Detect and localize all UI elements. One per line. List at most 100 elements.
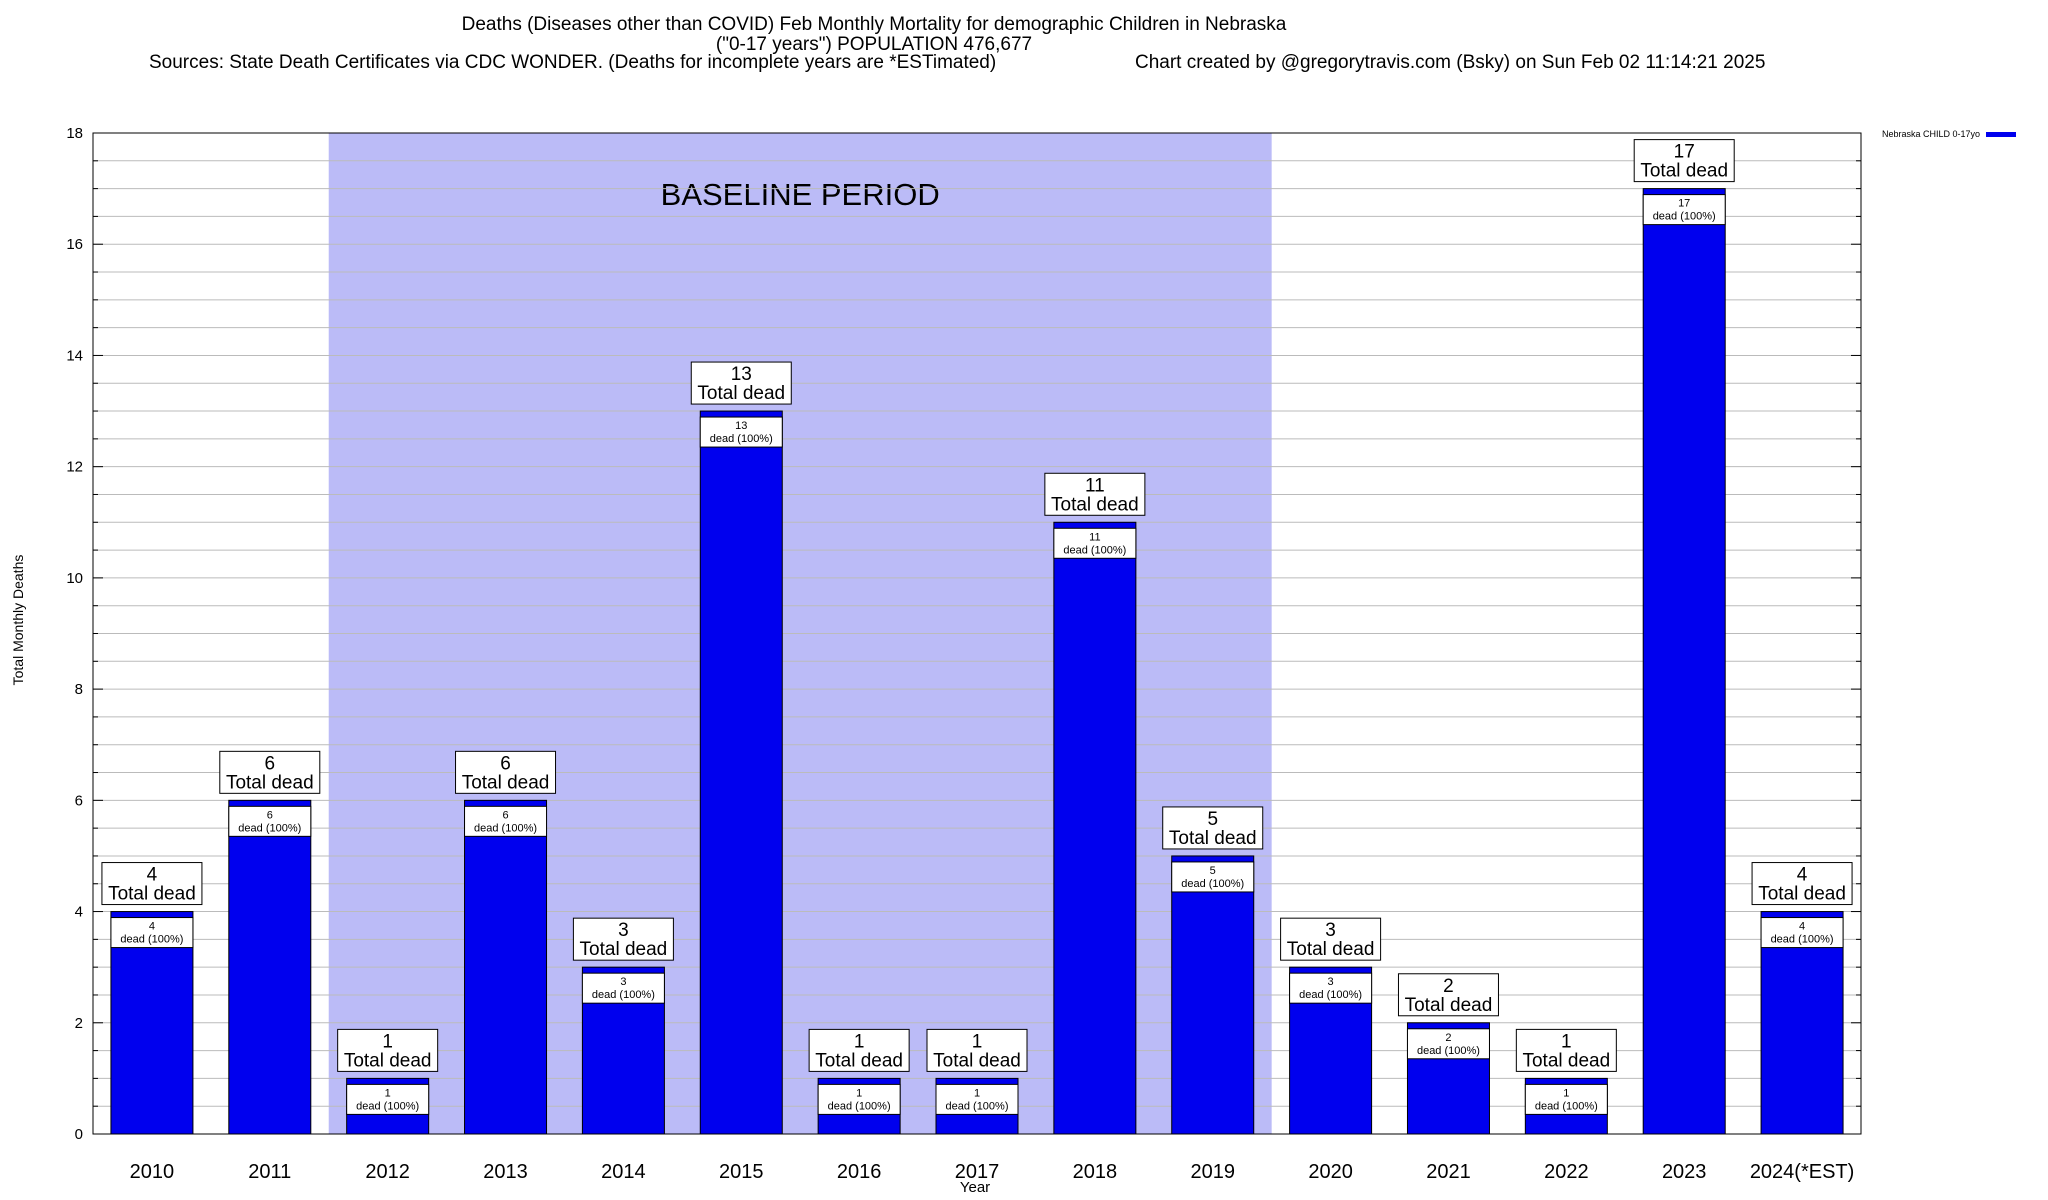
bar-inner-text: dead (100%) [946, 1100, 1009, 1112]
bar-total-value: 1 [854, 1031, 865, 1052]
bar [1171, 855, 1255, 1135]
legend-swatch [1986, 131, 2017, 137]
bar [464, 799, 548, 1135]
x-tick-label: 2011 [248, 1161, 291, 1183]
bar-inner-label-box [581, 972, 665, 1004]
x-tick-label: 2023 [1662, 1161, 1707, 1183]
bar-inner-value: 1 [856, 1087, 862, 1099]
x-tick-label: 2016 [837, 1161, 882, 1183]
source-note: Sources: State Death Certificates via CD… [149, 52, 997, 73]
legend-label: Nebraska CHILD 0-17yo [1882, 129, 1981, 139]
bar-inner-label-box [817, 1083, 901, 1115]
bar [110, 911, 194, 1135]
x-tick-label: 2022 [1544, 1161, 1589, 1183]
bar-total-value: 6 [500, 753, 511, 774]
bar-inner-label-box [935, 1083, 1019, 1115]
y-tick-label: 18 [66, 125, 83, 142]
bar-inner-label-box [1760, 917, 1844, 949]
bar-inner-value: 1 [974, 1087, 980, 1099]
bar-inner-label-box [1524, 1083, 1608, 1115]
chart-title: Deaths (Diseases other than COVID) Feb M… [461, 14, 1287, 35]
bar-inner-label-box [464, 805, 548, 837]
bar-total-text: Total dead [697, 383, 785, 404]
bar-inner-text: dead (100%) [828, 1100, 891, 1112]
x-tick-label: 2017 [955, 1161, 1000, 1183]
bar-total-value: 17 [1674, 142, 1695, 163]
bar-inner-value: 6 [267, 809, 273, 821]
bar-total-value: 3 [1325, 920, 1336, 941]
y-tick-label: 4 [75, 904, 83, 921]
bar-total-text: Total dead [462, 772, 550, 793]
bar-total-value: 4 [147, 865, 158, 886]
bar-total-label-box [1633, 139, 1735, 183]
bar-inner-text: dead (100%) [1653, 211, 1716, 223]
bar-inner-text: dead (100%) [710, 433, 773, 445]
bar-total-text: Total dead [1051, 494, 1139, 515]
x-tick-label: 2020 [1308, 1161, 1353, 1183]
bar-total-value: 2 [1443, 976, 1454, 997]
bar-inner-value: 17 [1678, 198, 1690, 210]
bar [228, 799, 312, 1135]
bar-total-label-box [808, 1028, 910, 1072]
bar-total-label-box [1515, 1028, 1617, 1072]
bar-total-text: Total dead [1522, 1050, 1610, 1071]
bar-total-label-box [1280, 917, 1382, 961]
bar-inner-value: 2 [1445, 1032, 1451, 1044]
bar-inner-value: 3 [620, 976, 626, 988]
x-tick-label: 2015 [719, 1161, 764, 1183]
bar-total-label-box [101, 862, 203, 906]
x-tick-label: 2019 [1190, 1161, 1235, 1183]
bar-total-value: 1 [972, 1031, 983, 1052]
bar-inner-label-box [346, 1083, 430, 1115]
bar-total-text: Total dead [1758, 884, 1846, 905]
bar [1053, 521, 1137, 1135]
bar-inner-text: dead (100%) [1299, 989, 1362, 1001]
y-tick-label: 6 [75, 792, 83, 809]
bar-total-label-box [455, 750, 557, 794]
x-tick-label: 2018 [1073, 1161, 1118, 1183]
bar-inner-text: dead (100%) [1181, 878, 1244, 890]
bar [699, 410, 783, 1135]
bar-inner-value: 4 [149, 921, 155, 933]
y-tick-label: 16 [66, 236, 83, 253]
bar-total-value: 11 [1085, 475, 1105, 496]
x-tick-label: 2010 [130, 1161, 175, 1183]
bar-total-value: 6 [265, 753, 276, 774]
y-tick-label: 14 [66, 347, 83, 364]
bar-inner-text: dead (100%) [120, 934, 183, 946]
bar-inner-text: dead (100%) [592, 989, 655, 1001]
x-tick-label: 2014 [601, 1161, 646, 1183]
bar-total-value: 5 [1207, 809, 1218, 830]
x-tick-label: 2012 [365, 1161, 410, 1183]
bar-total-text: Total dead [1169, 828, 1257, 849]
bar-inner-text: dead (100%) [1535, 1100, 1598, 1112]
bar-inner-label-box [1642, 194, 1726, 226]
bar-inner-text: dead (100%) [1417, 1045, 1480, 1057]
bar-inner-value: 11 [1089, 531, 1100, 543]
y-tick-label: 0 [75, 1126, 83, 1143]
bar-total-label-box [1162, 806, 1264, 850]
baseline-label: BASELINE PERIOD [661, 177, 940, 212]
bar-total-value: 4 [1797, 865, 1808, 886]
bar-total-label-box [572, 917, 674, 961]
bar-total-text: Total dead [1287, 939, 1375, 960]
bar-total-value: 13 [731, 364, 752, 385]
bar-total-value: 1 [1561, 1031, 1572, 1052]
bar-inner-label-box [1406, 1028, 1490, 1060]
bar-inner-text: dead (100%) [1063, 544, 1126, 556]
bar-total-label-box [337, 1028, 439, 1072]
bar-inner-text: dead (100%) [474, 822, 537, 834]
chart-subtitle: ("0-17 years") POPULATION 476,677 [715, 34, 1033, 55]
bar-total-text: Total dead [815, 1050, 903, 1071]
bar-inner-label-box [110, 917, 194, 949]
bar-total-value: 3 [618, 920, 629, 941]
bar-total-label-box [1397, 973, 1499, 1017]
bar-total-text: Total dead [344, 1050, 432, 1071]
y-tick-label: 8 [75, 681, 83, 698]
y-tick-label: 10 [66, 570, 83, 587]
bar-inner-value: 5 [1210, 865, 1216, 877]
bar-inner-value: 6 [502, 809, 508, 821]
bar-inner-value: 4 [1799, 921, 1805, 933]
x-tick-label: 2013 [483, 1161, 528, 1183]
